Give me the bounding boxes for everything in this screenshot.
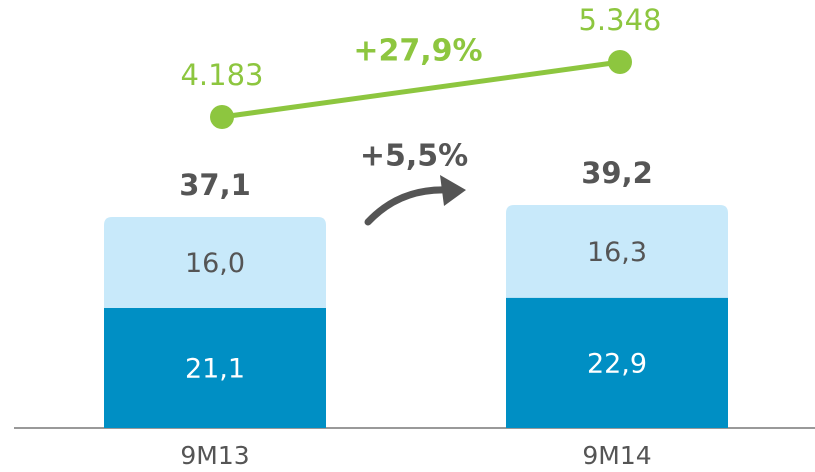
- bar-segment: [104, 216, 326, 308]
- bar-segment: [506, 205, 728, 298]
- segment-label: 16,3: [587, 237, 647, 268]
- segment-label: 21,1: [185, 353, 245, 384]
- x-tick-label: 9M14: [582, 441, 651, 470]
- segment-label: 22,9: [587, 348, 647, 379]
- growth-arrowhead: [440, 175, 466, 206]
- line-label: 5.348: [578, 3, 661, 37]
- line: [221, 59, 621, 120]
- line-point: [210, 105, 234, 129]
- line-label: 4.183: [180, 58, 263, 92]
- line-growth: +27,9%: [353, 34, 482, 69]
- total-label: 37,1: [179, 168, 251, 202]
- line-point: [608, 50, 632, 74]
- total-label: 39,2: [581, 156, 653, 190]
- bar-segment: [104, 307, 326, 428]
- bar-growth: +5,5%: [360, 139, 468, 174]
- x-tick-label: 9M13: [180, 441, 249, 470]
- bar-segment: [506, 297, 728, 428]
- growth-arrow: [364, 186, 452, 226]
- segment-label: 16,0: [185, 248, 245, 279]
